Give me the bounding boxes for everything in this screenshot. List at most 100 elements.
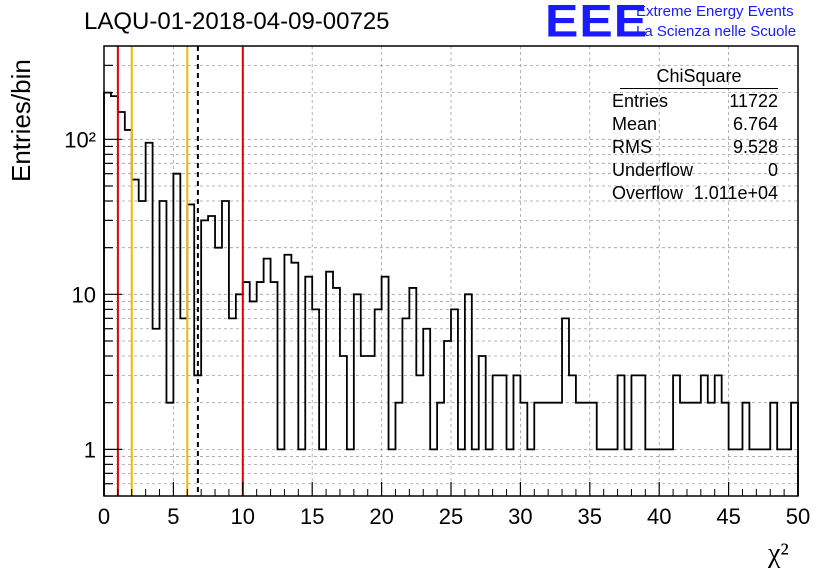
histogram-bin <box>389 449 396 496</box>
histogram-bin <box>153 329 160 496</box>
stats-row-mean: Mean 6.764 <box>612 113 778 136</box>
histogram-bin <box>208 216 215 496</box>
histogram-bin <box>548 403 555 496</box>
stats-value: 9.528 <box>732 137 778 157</box>
histogram-bin <box>173 174 180 496</box>
histogram-bin <box>791 403 798 496</box>
x-tick-label: 35 <box>578 504 602 529</box>
stats-label: Mean <box>612 114 658 134</box>
histogram-bin <box>541 403 548 496</box>
histogram-bin <box>430 449 437 496</box>
histogram-bin <box>375 309 382 496</box>
histogram-bin <box>222 201 229 496</box>
histogram-bin <box>139 201 146 496</box>
histogram-bin <box>278 449 285 496</box>
histogram-bin <box>284 255 291 496</box>
histogram-bin <box>687 403 694 496</box>
histogram-bin <box>187 204 194 496</box>
histogram-bin <box>513 375 520 496</box>
x-tick-label: 0 <box>98 504 110 529</box>
histogram-bin <box>680 403 687 496</box>
histogram-bin <box>479 356 486 496</box>
histogram-bin <box>770 403 777 496</box>
stats-box: ChiSquare Entries 11722 Mean 6.764 RMS 9… <box>612 66 778 205</box>
histogram-bin <box>305 277 312 496</box>
histogram-bin <box>333 288 340 496</box>
y-tick-label: 10 <box>72 282 96 307</box>
histogram-bin <box>631 375 638 496</box>
histogram-bin <box>118 112 125 496</box>
y-tick-label: 1 <box>84 437 96 462</box>
stats-value: 11722 <box>729 91 778 111</box>
histogram-bin <box>729 449 736 496</box>
histogram-bin <box>507 449 514 496</box>
x-tick-label: 45 <box>716 504 740 529</box>
stats-label: Entries <box>612 91 669 111</box>
histogram-bin <box>604 449 611 496</box>
x-tick-label: 25 <box>439 504 463 529</box>
stats-value: 1.011e+04 <box>693 183 778 203</box>
histogram-bin <box>763 449 770 496</box>
histogram-bin <box>298 449 305 496</box>
histogram-bin <box>749 449 756 496</box>
histogram-bin <box>444 341 451 496</box>
histogram-bin <box>416 375 423 496</box>
histogram-bin <box>527 449 534 496</box>
histogram-bin <box>326 272 333 496</box>
stats-row-underflow: Underflow 0 <box>612 159 778 182</box>
histogram-bin <box>694 403 701 496</box>
histogram-bin <box>666 449 673 496</box>
histogram-bin <box>354 294 361 496</box>
marker-lines <box>116 46 244 496</box>
histogram-bin <box>402 318 409 496</box>
x-tick-label: 40 <box>647 504 671 529</box>
histogram-bin <box>742 403 749 496</box>
histogram-bin <box>382 277 389 496</box>
stats-value: 6.764 <box>732 114 778 134</box>
histogram-bin <box>500 375 507 496</box>
histogram-bin <box>618 375 625 496</box>
grid-lines <box>104 46 798 496</box>
x-tick-label: 30 <box>508 504 532 529</box>
histogram-bin <box>638 375 645 496</box>
histogram-bin <box>576 403 583 496</box>
histogram-bin <box>520 403 527 496</box>
histogram-bin <box>597 449 604 496</box>
histogram-bin <box>534 403 541 496</box>
histogram-bin <box>493 375 500 496</box>
stats-title: ChiSquare <box>620 66 778 89</box>
histogram-bin <box>736 449 743 496</box>
logo-tagline-2: La Scienza nelle Scuole <box>636 23 797 40</box>
histogram-bin <box>583 403 590 496</box>
histogram-bin <box>715 375 722 496</box>
x-tick-label: 5 <box>167 504 179 529</box>
histogram-bin <box>673 375 680 496</box>
histogram-bin <box>652 449 659 496</box>
histogram-bin <box>180 318 187 496</box>
histogram-bin <box>229 318 236 496</box>
histogram-bin <box>569 375 576 496</box>
histogram-bin <box>215 248 222 496</box>
histogram-bin <box>146 143 153 496</box>
histogram-bin <box>409 288 416 496</box>
histogram-bin <box>132 180 139 496</box>
histogram-bin <box>291 263 298 496</box>
x-tick-label: 20 <box>369 504 393 529</box>
x-tick-label: 15 <box>300 504 324 529</box>
histogram-bin <box>777 449 784 496</box>
y-axis-label: Entries/bin <box>6 59 36 182</box>
histogram-bin <box>611 449 618 496</box>
histogram-bin <box>756 449 763 496</box>
stats-label: Overflow <box>612 183 684 203</box>
axes: 0 5 10 15 20 25 30 35 40 45 50 1 10 10² <box>64 64 810 529</box>
histogram-bin <box>590 403 597 496</box>
histogram-bin <box>264 259 271 496</box>
histogram-bin <box>201 220 208 496</box>
histogram-bin <box>166 403 173 496</box>
stats-row-overflow: Overflow 1.011e+04 <box>612 182 778 205</box>
histogram-bin <box>645 449 652 496</box>
histogram-bin <box>319 449 326 496</box>
eee-logo: EEE <box>545 0 649 47</box>
stats-value: 0 <box>767 160 778 180</box>
